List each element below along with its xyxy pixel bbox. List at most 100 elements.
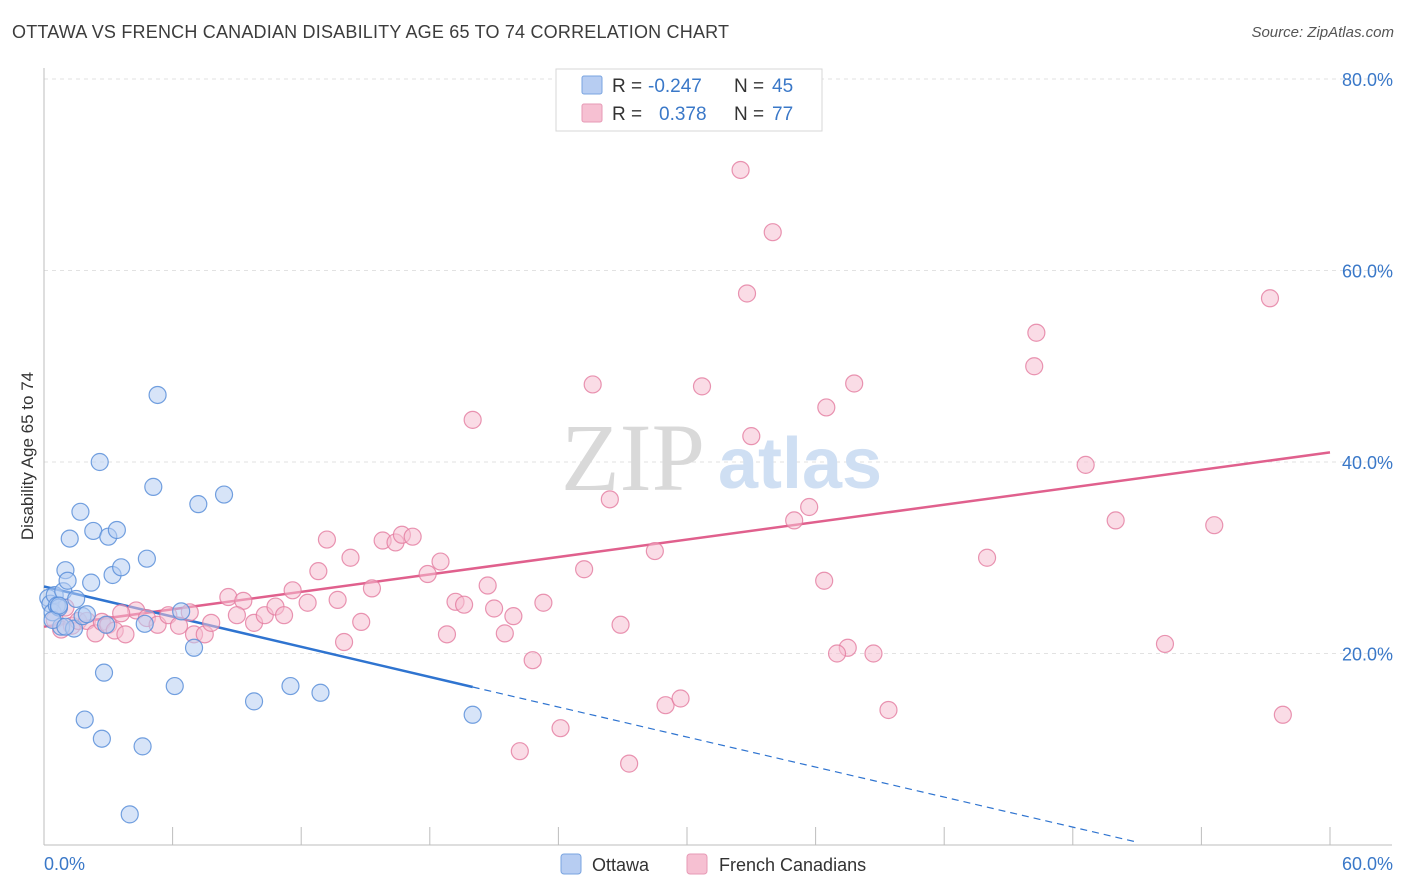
legend-n-label-french: N = [734, 104, 764, 125]
chart-title: OTTAWA VS FRENCH CANADIAN DISABILITY AGE… [12, 22, 730, 42]
x-tick-label-max: 60.0% [1342, 854, 1393, 874]
series-ottawa [39, 385, 482, 824]
watermark-zip: ZIP [561, 404, 705, 511]
data-point-french-canadians [785, 511, 804, 530]
trend-lines [43, 451, 1331, 843]
data-point-french-canadians [478, 576, 497, 595]
data-point-french-canadians [800, 497, 819, 517]
data-point-french-canadians [437, 625, 457, 644]
trend-line-ottawa [43, 585, 473, 689]
data-point-french-canadians [510, 742, 529, 761]
data-point-ottawa [281, 676, 300, 696]
data-point-french-canadians [656, 696, 675, 715]
data-point-french-canadians [611, 615, 630, 634]
legend-entry-ottawa: Ottawa [592, 855, 650, 875]
data-point-ottawa [71, 502, 90, 521]
axes [43, 68, 1392, 846]
data-point-french-canadians [1205, 516, 1224, 535]
data-point-ottawa [97, 615, 116, 634]
data-point-ottawa [82, 573, 101, 592]
data-point-ottawa [172, 602, 191, 621]
data-point-ottawa [214, 485, 234, 504]
data-point-ottawa [144, 477, 163, 496]
data-point-french-canadians [763, 223, 782, 242]
data-point-french-canadians [1273, 705, 1292, 724]
data-point-french-canadians [977, 548, 997, 567]
trend-line-french-canadians [43, 451, 1331, 628]
data-point-ottawa [77, 605, 96, 624]
data-point-french-canadians [551, 719, 570, 738]
trend-line-ottawa-extrapolated [472, 686, 1138, 843]
data-point-french-canadians [219, 587, 238, 607]
data-point-french-canadians [485, 599, 504, 618]
data-point-french-canadians [463, 410, 482, 429]
data-point-french-canadians [1155, 634, 1175, 654]
data-point-french-canadians [817, 398, 836, 417]
legend-r-label-ottawa: R = [612, 76, 642, 97]
data-point-french-canadians [1260, 289, 1280, 308]
data-point-french-canadians [827, 644, 847, 663]
y-tick-label-40: 40.0% [1342, 453, 1393, 473]
data-point-ottawa [135, 614, 154, 633]
legend-r-value-french: 0.378 [659, 104, 707, 125]
data-point-french-canadians [362, 579, 382, 598]
legend-swatch-ottawa-bottom [560, 853, 582, 875]
data-point-french-canadians [575, 560, 594, 579]
data-point-ottawa [90, 452, 109, 472]
legend-r-value-ottawa: -0.247 [648, 76, 702, 97]
data-point-ottawa [137, 549, 156, 568]
data-point-french-canadians [534, 593, 553, 612]
legend-entry-french: French Canadians [719, 855, 866, 875]
y-axis-label: Disability Age 65 to 74 [18, 372, 37, 540]
stats-legend: R = -0.247 N = 45 R = 0.378 N = 77 [555, 68, 823, 132]
data-point-french-canadians [328, 590, 347, 609]
data-point-french-canadians [864, 644, 883, 663]
data-point-ottawa [184, 638, 204, 657]
data-point-french-canadians [737, 284, 757, 303]
data-point-french-canadians [431, 552, 450, 571]
data-point-french-canadians [495, 624, 514, 643]
x-tick-label-min: 0.0% [44, 854, 85, 874]
data-point-ottawa [244, 692, 264, 711]
data-point-ottawa [311, 683, 330, 702]
data-point-ottawa [49, 596, 69, 615]
data-point-french-canadians [202, 613, 221, 632]
data-point-ottawa [67, 589, 86, 609]
data-point-french-canadians [341, 548, 360, 567]
watermark: ZIP atlas [561, 404, 882, 511]
legend-swatch-french-bottom [686, 853, 708, 875]
chart-source: Source: ZipAtlas.com [1251, 24, 1394, 41]
data-point-french-canadians [112, 604, 131, 623]
y-tick-labels: 20.0% 40.0% 60.0% 80.0% [1342, 70, 1393, 665]
data-point-french-canadians [309, 562, 328, 581]
data-point-french-canadians [454, 595, 474, 614]
data-point-ottawa [120, 805, 139, 824]
data-point-french-canadians [1025, 357, 1044, 376]
legend-n-value-ottawa: 45 [772, 76, 793, 97]
data-point-ottawa [92, 729, 111, 748]
data-point-french-canadians [645, 541, 664, 561]
legend-n-label-ottawa: N = [734, 76, 764, 97]
data-point-ottawa [94, 663, 114, 682]
gridlines [44, 78, 1392, 654]
data-point-french-canadians [671, 689, 690, 708]
data-point-ottawa [148, 385, 167, 405]
data-point-french-canadians [600, 490, 619, 509]
legend-swatch-ottawa [581, 75, 603, 95]
series-french-canadians [45, 160, 1292, 773]
data-point-ottawa [112, 558, 131, 577]
data-point-ottawa [463, 705, 482, 724]
data-point-ottawa [56, 617, 75, 636]
data-point-french-canadians [845, 374, 864, 393]
data-point-french-canadians [620, 754, 639, 773]
data-point-french-canadians [692, 377, 712, 396]
legend-r-label-french: R = [612, 104, 642, 125]
data-point-ottawa [60, 529, 79, 548]
data-point-ottawa [189, 495, 208, 514]
data-point-french-canadians [283, 581, 302, 600]
data-point-ottawa [165, 676, 184, 696]
data-point-ottawa [58, 571, 77, 590]
data-point-french-canadians [334, 632, 354, 652]
data-point-french-canadians [1076, 455, 1095, 474]
